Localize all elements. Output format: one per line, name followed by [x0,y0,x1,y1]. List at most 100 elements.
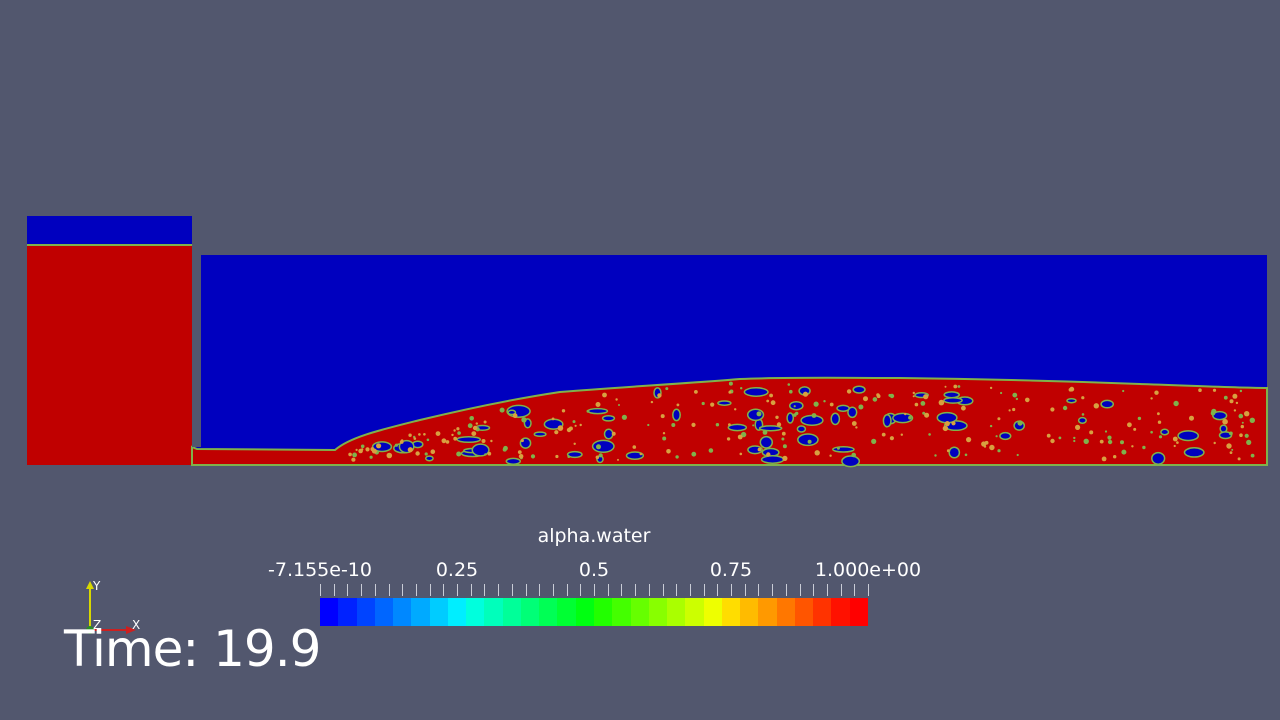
spray-dot [694,390,698,394]
spray-dot [657,393,662,398]
air-bubble [601,414,616,422]
spray-dot [566,427,572,433]
spray-dot [787,383,791,386]
spray-dot [487,451,492,456]
air-bubble [603,428,614,440]
spray-dot [662,436,667,441]
spray-dot [1127,422,1132,428]
spray-dot [1237,457,1241,461]
spray-dot [1089,430,1094,435]
spray-dot [829,454,832,457]
spray-dot [1150,397,1153,400]
spray-dot [441,438,447,444]
air-bubble [747,445,763,455]
air-bubble [796,425,807,433]
spray-dot [408,433,412,437]
spray-dot [851,452,856,458]
spray-dot [1058,436,1062,440]
spray-dot [483,420,487,424]
colorbar [320,598,868,626]
spray-dot [734,408,737,411]
colorbar-tick [580,584,582,596]
spray-dot [789,389,793,394]
spray-dot [726,437,731,441]
spray-dot [596,444,601,450]
spray-dot [782,455,788,461]
spray-dot [1239,433,1243,438]
spray-dot [989,386,993,390]
colorbar-tick [621,584,623,596]
spray-dot [802,391,809,397]
spray-dot [351,457,356,462]
spray-dot [1012,407,1016,412]
spray-dot [782,444,787,449]
spray-dot [484,453,487,456]
spray-dot [912,395,915,398]
spray-dot [1099,439,1104,444]
colorbar-tick [429,584,431,596]
colorbar-tick [498,584,500,596]
spray-dot [1101,456,1107,462]
spray-dot [795,411,799,416]
spray-dot [521,417,527,423]
air-bubble [717,400,732,406]
spray-dot [914,402,919,407]
spray-dot [997,417,1001,421]
spray-dot [776,422,782,427]
spray-dot [423,433,426,436]
colorbar-swatch [447,598,467,626]
air-bubble [797,433,819,447]
spray-dot [756,411,762,417]
colorbar-tick [744,584,746,596]
air-bubble [1066,397,1077,404]
air-bubble [1160,428,1170,436]
colorbar-tick [594,584,595,596]
colorbar-swatch [648,598,668,626]
y-axis-label: Y [92,579,101,593]
colorbar-tick [347,584,349,596]
air-bubble [882,414,892,428]
spray-dot [740,387,743,390]
colorbar-label-075: 0.75 [709,559,753,581]
spray-dot [572,420,576,424]
colorbar-swatch [557,598,576,626]
spray-dot [1238,413,1244,419]
spray-dot [964,453,968,457]
x-axis-arrow-icon [126,626,136,634]
spray-dot [676,403,680,407]
spray-dot [369,455,373,459]
spray-dot [888,393,892,397]
spray-dot [1083,438,1089,444]
spray-dot [453,436,458,441]
spray-dot [481,439,486,443]
spray-dot [1093,403,1100,409]
colorbar-tick [854,584,856,596]
air-bubble [591,439,615,453]
spray-dot [1157,420,1162,424]
air-bubble [424,455,434,462]
air-bubble [1077,416,1087,424]
colorbar-swatch [393,598,412,626]
spray-dot [1229,399,1234,404]
spray-dot [418,433,421,436]
spray-dot [908,415,912,420]
spray-dot [662,432,666,435]
time-annotation: Time: 19.9 [64,620,321,678]
spray-dot [650,400,654,404]
spray-dot [889,436,895,441]
spray-dot [876,393,880,397]
spray-dot [675,455,679,459]
spray-dot [807,439,812,444]
spray-dot [863,396,868,402]
spray-dot [912,391,915,395]
colorbar-swatch [831,598,850,626]
spray-dot [900,433,903,436]
colorbar-title: alpha.water [537,525,651,547]
air-bubble [533,431,547,438]
colorbar-tick [374,584,376,596]
spray-dot [517,450,522,454]
spray-dot [430,449,436,455]
colorbar-tick [484,584,486,596]
spray-dot [530,454,536,459]
